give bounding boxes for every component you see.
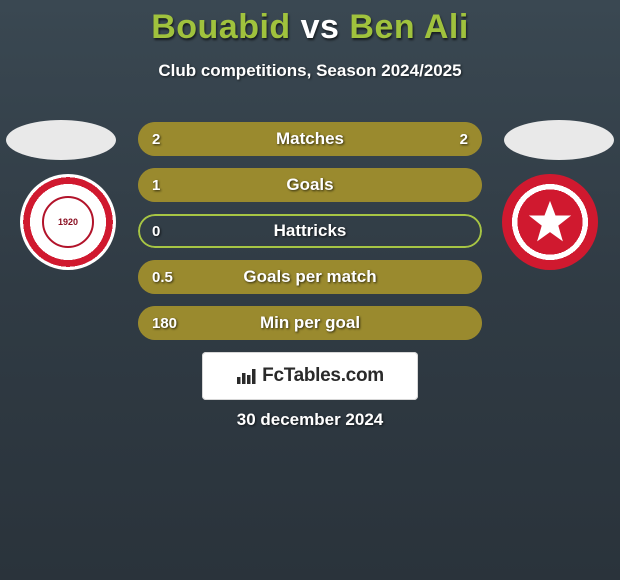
title-vs: vs (301, 8, 340, 46)
stat-label: Matches (138, 122, 482, 156)
player1-avatar-placeholder (6, 120, 116, 160)
stat-row: Goals1 (138, 168, 482, 202)
subtitle: Club competitions, Season 2024/2025 (0, 61, 620, 81)
stat-value-left: 0 (152, 214, 160, 248)
stat-row: Hattricks0 (138, 214, 482, 248)
stat-label: Min per goal (138, 306, 482, 340)
player2-avatar-placeholder (504, 120, 614, 160)
stat-label: Goals per match (138, 260, 482, 294)
stat-value-right: 2 (460, 122, 468, 156)
brand-watermark: FcTables.com (202, 352, 418, 400)
club-africain-logo: 1920 (42, 196, 94, 248)
stat-label: Hattricks (138, 214, 482, 248)
brand-text: FcTables.com (262, 365, 384, 387)
bar-chart-icon (236, 367, 258, 385)
stat-value-left: 0.5 (152, 260, 173, 294)
stats-comparison-chart: Matches2 2 Goals1 Hattricks0 Goals per match… (138, 122, 482, 352)
player1-name: Bouabid (151, 8, 290, 46)
stat-value-left: 180 (152, 306, 177, 340)
stat-row: Min per goal180 (138, 306, 482, 340)
player2-club-badge (502, 174, 598, 270)
player2-name: Ben Ali (349, 8, 468, 46)
stat-row: Goals per match0.5 (138, 260, 482, 294)
etoile-sahel-logo (527, 199, 573, 245)
date: 30 december 2024 (0, 410, 620, 430)
player1-club-badge: 1920 (20, 174, 116, 270)
stat-value-left: 2 (152, 122, 160, 156)
stat-value-left: 1 (152, 168, 160, 202)
stat-row: Matches2 2 (138, 122, 482, 156)
comparison-title: Bouabid vs Ben Ali (0, 0, 620, 47)
stat-label: Goals (138, 168, 482, 202)
